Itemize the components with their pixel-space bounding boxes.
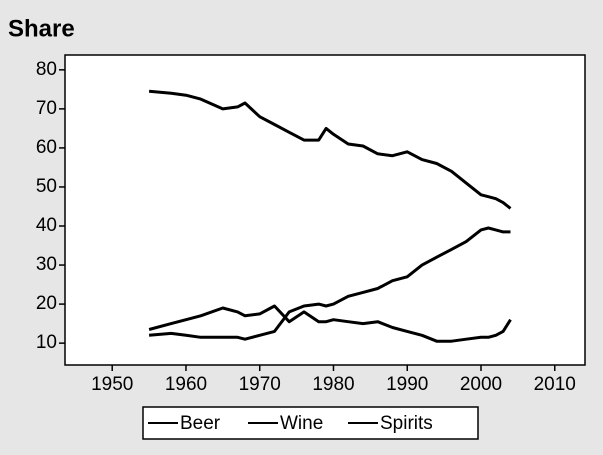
plot-area <box>64 54 586 366</box>
x-tick-label: 1970 <box>239 374 281 395</box>
chart-title: Share <box>8 15 75 42</box>
legend-box <box>142 406 479 440</box>
line-series <box>148 226 511 341</box>
y-tick-label: 10 <box>36 332 57 353</box>
x-tick-label: 2000 <box>460 374 502 395</box>
x-tick-label: 2010 <box>534 374 576 395</box>
y-tick-label: 50 <box>36 176 57 197</box>
x-tick-label: 1990 <box>386 374 428 395</box>
legend-label: Spirits <box>380 413 433 434</box>
y-tick-label: 40 <box>36 215 57 236</box>
y-tick-label: 70 <box>36 98 57 119</box>
y-tick-label: 80 <box>36 59 57 80</box>
x-tick-label: 1980 <box>312 374 354 395</box>
x-tick-label: 1950 <box>91 374 133 395</box>
line-series <box>148 304 512 343</box>
legend-label: Wine <box>280 413 323 434</box>
x-tick-label: 1960 <box>165 374 207 395</box>
legend-label: Beer <box>180 413 221 434</box>
line-series <box>148 89 512 210</box>
y-tick-label: 60 <box>36 137 57 158</box>
y-tick-label: 30 <box>36 254 57 275</box>
y-tick-label: 20 <box>36 293 57 314</box>
